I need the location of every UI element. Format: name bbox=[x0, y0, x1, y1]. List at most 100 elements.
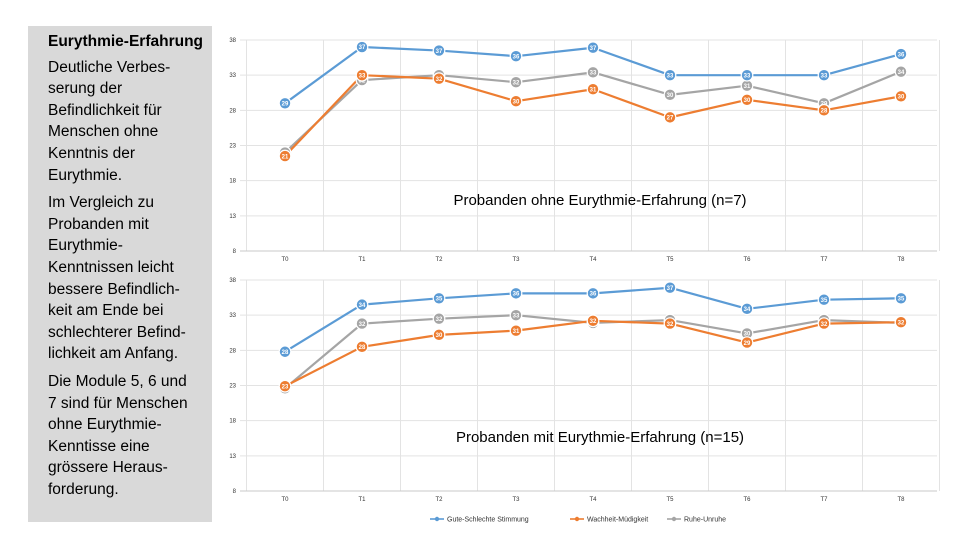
x-tick-label: T7 bbox=[820, 497, 828, 503]
data-label: 28 bbox=[282, 350, 289, 356]
y-tick-label: 38 bbox=[229, 278, 236, 284]
x-tick-label: T6 bbox=[743, 257, 751, 263]
data-label: 37 bbox=[359, 45, 366, 51]
legend-swatch-dot bbox=[434, 516, 440, 522]
data-label: 36 bbox=[513, 54, 520, 60]
data-point bbox=[894, 291, 908, 305]
x-tick-label: T2 bbox=[435, 497, 443, 503]
data-point bbox=[740, 302, 754, 316]
data-label: 30 bbox=[513, 99, 520, 105]
data-label: 31 bbox=[590, 87, 597, 93]
data-label: 28 bbox=[359, 345, 366, 351]
data-point bbox=[355, 340, 369, 354]
y-tick-label: 8 bbox=[233, 489, 237, 495]
data-label: 28 bbox=[821, 109, 828, 115]
x-tick-label: T8 bbox=[897, 497, 905, 503]
data-point bbox=[740, 336, 754, 349]
data-label: 34 bbox=[898, 70, 905, 76]
y-tick-label: 23 bbox=[229, 384, 236, 390]
data-point bbox=[432, 291, 446, 305]
y-tick-label: 18 bbox=[229, 179, 236, 185]
data-point bbox=[355, 68, 369, 82]
chart-title: Probanden ohne Eurythmie-Erfahrung (n=7) bbox=[453, 192, 746, 209]
legend-swatch-dot bbox=[574, 516, 580, 522]
data-label: 34 bbox=[359, 303, 366, 309]
data-point bbox=[509, 49, 523, 63]
y-tick-label: 13 bbox=[229, 214, 236, 220]
data-label: 37 bbox=[590, 46, 597, 52]
legend-label: Ruhe-Unruhe bbox=[684, 516, 726, 523]
data-label: 36 bbox=[590, 292, 597, 298]
y-tick-label: 23 bbox=[229, 144, 236, 150]
x-tick-label: T3 bbox=[512, 257, 520, 263]
data-point bbox=[278, 149, 292, 163]
data-label: 34 bbox=[744, 307, 751, 313]
data-label: 23 bbox=[282, 384, 289, 390]
legend: Gute-Schlechte Stimmung Wachheit-Müdigkei… bbox=[430, 516, 726, 523]
data-label: 32 bbox=[590, 319, 597, 325]
data-point bbox=[355, 40, 369, 54]
data-point bbox=[509, 324, 523, 338]
panel-heading: Eurythmie-Erfahrung bbox=[48, 33, 204, 50]
data-point bbox=[586, 41, 600, 55]
data-label: 33 bbox=[821, 73, 828, 79]
x-tick-label: T4 bbox=[589, 497, 597, 503]
data-label: 21 bbox=[282, 154, 289, 160]
legend-swatch-dot bbox=[671, 516, 677, 522]
legend-label: Gute-Schlechte Stimmung bbox=[447, 516, 529, 523]
data-label: 31 bbox=[744, 84, 751, 90]
data-label: 32 bbox=[667, 322, 674, 328]
data-point bbox=[663, 88, 677, 102]
data-point bbox=[432, 44, 446, 57]
data-label: 32 bbox=[513, 80, 520, 86]
legend-label: Wachheit-Müdigkeit bbox=[587, 516, 648, 523]
data-label: 27 bbox=[667, 116, 674, 122]
data-point bbox=[740, 68, 754, 82]
data-label: 32 bbox=[436, 77, 443, 83]
data-point bbox=[663, 281, 677, 295]
x-tick-label: T3 bbox=[512, 497, 520, 503]
panel-paragraph-2: Im Vergleich zu Probanden mit Eurythmie-… bbox=[48, 194, 186, 363]
x-tick-label: T1 bbox=[358, 497, 366, 503]
data-point bbox=[278, 345, 292, 359]
data-label: 35 bbox=[821, 298, 828, 304]
data-label: 32 bbox=[898, 320, 905, 326]
chart-1: 8131823283338T0T1T2T3T4T5T6T7T8223233323… bbox=[229, 38, 940, 263]
panel-paragraph-3: Die Module 5, 6 und 7 sind für Menschen … bbox=[48, 372, 188, 498]
series-line-1 bbox=[284, 319, 902, 388]
data-label: 37 bbox=[667, 286, 674, 292]
data-label: 30 bbox=[898, 94, 905, 100]
data-label: 33 bbox=[359, 73, 366, 79]
x-tick-label: T5 bbox=[666, 497, 674, 503]
y-tick-label: 33 bbox=[229, 73, 236, 79]
data-point bbox=[740, 93, 754, 107]
panel-paragraph-1: Deutliche Verbes- serung der Befindlichk… bbox=[48, 58, 171, 184]
y-tick-label: 33 bbox=[229, 313, 236, 319]
x-tick-label: T6 bbox=[743, 497, 751, 503]
data-label: 36 bbox=[898, 52, 905, 58]
data-point bbox=[894, 89, 908, 103]
data-point bbox=[355, 298, 369, 312]
x-tick-label: T4 bbox=[589, 257, 597, 263]
y-tick-label: 38 bbox=[229, 38, 236, 44]
data-label: 33 bbox=[590, 71, 597, 77]
data-label: 32 bbox=[821, 322, 828, 328]
y-tick-label: 8 bbox=[233, 249, 237, 255]
data-label: 32 bbox=[359, 322, 366, 328]
data-label: 33 bbox=[667, 73, 674, 79]
data-point bbox=[663, 68, 677, 82]
y-tick-label: 28 bbox=[229, 108, 236, 114]
data-point bbox=[509, 308, 523, 322]
data-label: 37 bbox=[436, 49, 443, 55]
data-label: 32 bbox=[436, 317, 443, 323]
data-point bbox=[509, 75, 523, 89]
data-point bbox=[663, 110, 677, 124]
data-point bbox=[894, 315, 908, 329]
data-point bbox=[278, 96, 292, 110]
data-label: 30 bbox=[744, 332, 751, 338]
x-tick-label: T5 bbox=[666, 257, 674, 263]
data-point bbox=[817, 293, 831, 307]
data-point bbox=[817, 317, 831, 331]
y-tick-label: 13 bbox=[229, 454, 236, 460]
